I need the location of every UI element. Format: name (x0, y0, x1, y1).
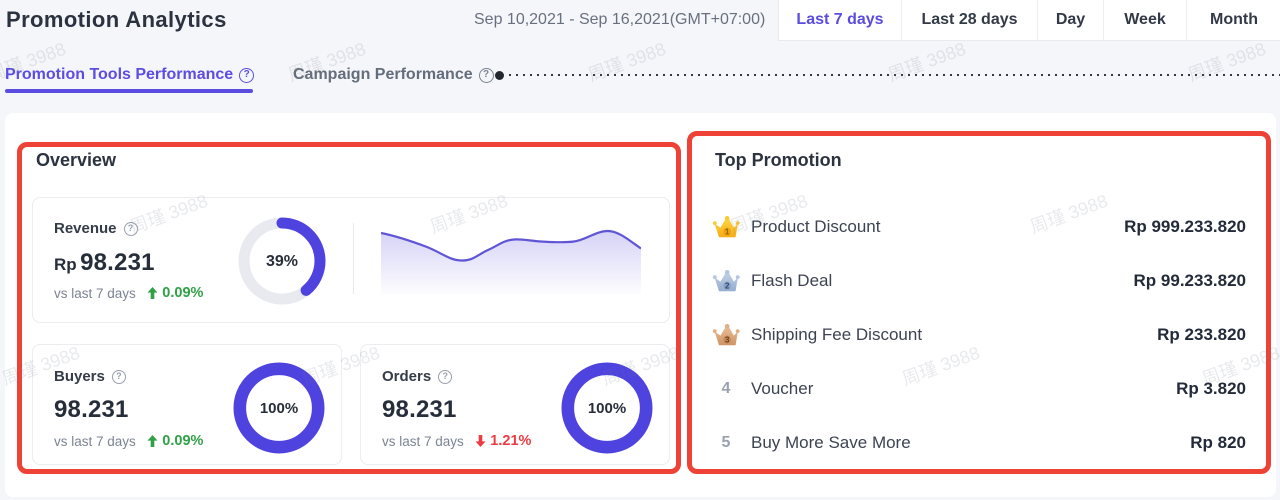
svg-text:1: 1 (725, 228, 730, 237)
svg-text:2: 2 (725, 282, 730, 291)
svg-text:3: 3 (725, 336, 730, 345)
